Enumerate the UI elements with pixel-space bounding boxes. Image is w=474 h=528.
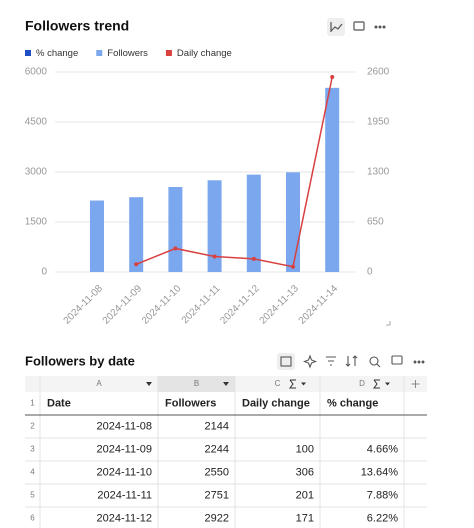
bar [129,197,144,272]
table-cell: 2024-11-10 [97,466,152,478]
legend-swatch [96,50,103,56]
resize-handle [386,321,391,326]
table-cell: 2922 [205,512,229,524]
table-cell: 171 [296,512,314,524]
table-cell: 201 [296,489,314,501]
column-letter: B [194,379,199,388]
sum-icon [373,379,380,389]
y2-tick-label: 1300 [367,167,390,178]
line [135,76,333,268]
legend-label: Daily change [177,48,232,59]
table-cell: 2024-11-12 [97,512,152,524]
y-tick-label: 1500 [25,217,48,228]
line-point [134,262,139,267]
line-point [251,256,256,261]
table: A B C D 1 2 3 4 5 6 Date Followers Daily change % cha… [25,376,427,528]
chart: 0 1500 3000 4500 6000 0 650 1300 1950 2600 % chang… [25,48,391,327]
sum-icon [289,379,296,389]
bar [90,200,104,272]
table-cell: 13.64% [361,466,399,478]
bar [325,87,340,272]
dropdown-arrow [146,382,152,386]
dropdown-arrow [223,382,229,386]
x-tick-label: 2024-11-12 [218,283,262,327]
y-tick-label: 3000 [25,167,48,178]
x-tick-label: 2024-11-14 [297,283,341,327]
y2-tick-label: 1950 [367,117,390,128]
y2-tick-label: 2600 [367,67,390,78]
add-column [411,380,420,388]
chart-icons[interactable] [327,18,386,36]
y2-tick-label: 650 [367,217,384,228]
table-title: Followers by date [25,353,135,368]
column-letter: D [359,379,365,388]
legend-label: Followers [107,48,148,59]
table-cell: 4.66% [367,443,398,455]
column-letter: C [275,379,281,388]
row-number: 4 [30,468,35,477]
table-cell: 6.22% [367,512,398,524]
dropdown-arrow [301,382,306,386]
line-point [212,254,217,259]
bar [207,180,222,272]
table-cell: 2024-11-11 [97,489,152,501]
bar [168,187,183,272]
legend-swatch [165,50,172,56]
line-point [291,264,295,269]
row-number: 2 [30,422,35,431]
y-tick-label: 0 [41,267,47,278]
bar [246,174,261,272]
header-cell: Date [47,397,71,409]
y-tick-label: 4500 [25,117,48,128]
table-cell: 100 [296,443,314,455]
x-tick-label: 2024-11-13 [258,283,302,327]
table-cell: 306 [296,466,314,478]
bar [286,172,300,272]
y-tick-label: 6000 [25,67,48,78]
column-header-selected [158,376,235,392]
dropdown-arrow [385,382,390,386]
x-tick-label: 2024-11-10 [140,283,184,327]
row-number: 1 [30,399,35,408]
column-letter: A [96,379,102,388]
row-number: 6 [30,514,35,523]
table-cell: 2550 [205,466,229,478]
table-cell: 2024-11-09 [97,443,152,455]
x-tick-label: 2024-11-08 [62,283,106,327]
header-cell: Daily change [242,397,310,409]
line-point [330,75,335,79]
y2-tick-label: 0 [367,267,373,278]
table-cell: 7.88% [367,489,398,501]
table-cell: 2751 [205,489,229,501]
chart-title: Followers trend [25,18,129,34]
table-cell: 2024-11-08 [97,420,152,432]
line-point [173,246,178,251]
legend-label: % change [36,48,78,59]
row-number: 3 [30,445,35,454]
table-cell: 2244 [205,443,229,455]
table-cell: 2144 [205,420,229,432]
header-cell: Followers [165,397,216,409]
row-number: 5 [30,491,35,500]
x-tick-label: 2024-11-11 [180,283,223,326]
legend-swatch [25,50,31,56]
table-toolbar[interactable] [277,353,425,370]
header-cell: % change [327,397,378,409]
x-tick-label: 2024-11-09 [101,283,145,327]
